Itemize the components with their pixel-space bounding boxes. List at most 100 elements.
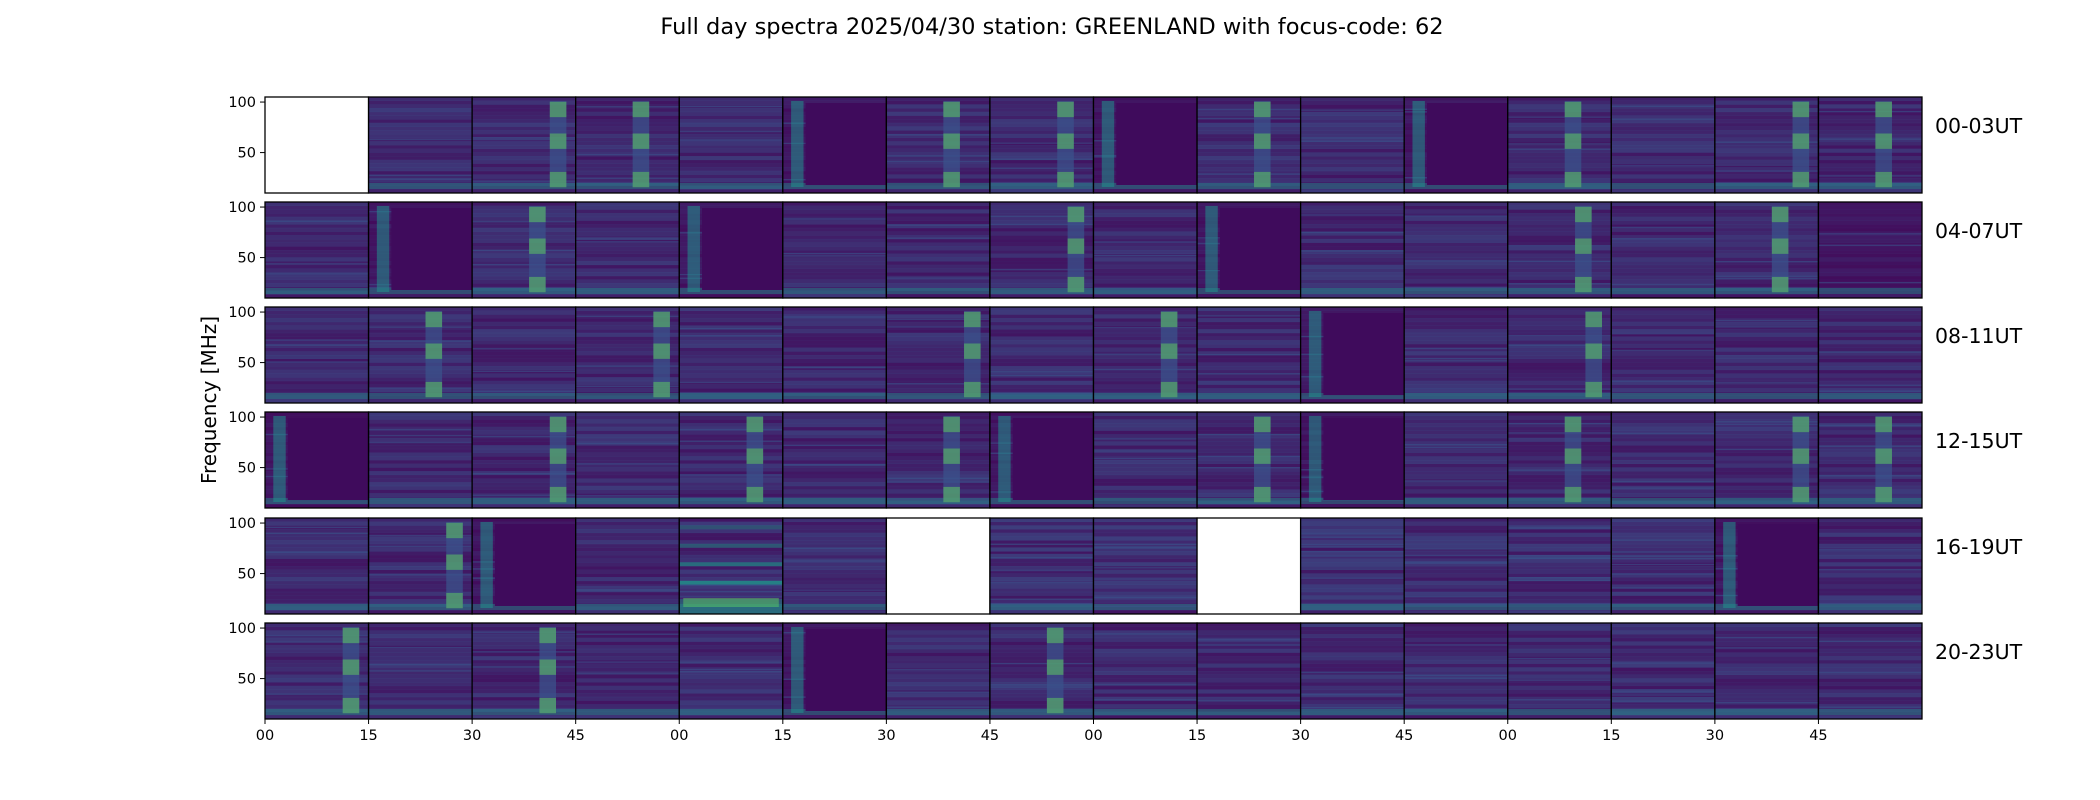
interference-line <box>1093 578 1198 580</box>
spectrum-band <box>886 711 990 716</box>
spectrum-band <box>265 529 369 534</box>
spectrum-band <box>1093 467 1198 472</box>
spectrum-band <box>989 704 1094 709</box>
spectrum-band <box>1818 430 1922 435</box>
x-tick-label: 30 <box>1706 728 1724 744</box>
spectrum-band <box>1507 645 1612 650</box>
spectrum-band <box>782 536 887 541</box>
spectrum-band <box>472 426 576 431</box>
emission-peak <box>342 659 360 675</box>
spectrum-band <box>265 290 369 295</box>
spectrum-band <box>575 97 680 101</box>
spectrum-band <box>1300 663 1405 668</box>
spectrum-band <box>575 496 680 501</box>
spectrum-band <box>886 430 990 435</box>
spectrum-band <box>989 202 1094 206</box>
spectrum-band <box>679 573 783 578</box>
spectrum-band <box>1093 659 1198 664</box>
spectrum-band <box>1611 452 1715 457</box>
spectrum-band <box>472 122 576 127</box>
interference-line <box>368 138 473 140</box>
spectrum-band <box>1093 711 1198 716</box>
spectrum-band <box>265 671 369 675</box>
interference-line <box>265 339 369 341</box>
spectrum-band <box>1197 148 1301 153</box>
spectrum-band <box>679 610 783 615</box>
spectrum-band <box>1093 209 1198 214</box>
spectrum-band <box>679 536 783 541</box>
spectrum-band <box>575 551 680 556</box>
spectrum-band <box>1818 521 1922 526</box>
interference-line <box>679 671 783 673</box>
interference-line <box>1507 557 1612 560</box>
spectrum-band <box>575 329 680 334</box>
spectrum-band <box>886 126 990 131</box>
spectrum-band <box>1404 340 1508 345</box>
interference-line <box>989 569 1094 572</box>
spectrum-band <box>1611 268 1715 273</box>
spectrum-band <box>1093 202 1198 206</box>
emission-peak <box>943 448 960 464</box>
spectrum-band <box>1818 674 1922 679</box>
spectrum-band <box>1507 707 1612 712</box>
emission-peak <box>1254 486 1271 503</box>
spectrum-band <box>1093 366 1198 371</box>
spectrum-band <box>1300 148 1405 153</box>
spectrum-band <box>679 415 783 420</box>
spectrum-band <box>1611 227 1715 232</box>
spectrum-band <box>368 399 473 404</box>
spectrum-band <box>265 283 369 288</box>
spectrum-band <box>472 715 576 720</box>
spectrum-band <box>368 336 473 341</box>
spectrum-band <box>368 321 473 326</box>
spectrum-band <box>575 711 680 716</box>
x-tick-label: 15 <box>1188 728 1206 744</box>
attenuated-block <box>1737 524 1819 606</box>
spectrum-band <box>1818 504 1922 509</box>
spectrum-band <box>1611 623 1715 627</box>
spectrum-band <box>679 521 783 526</box>
spectrum-band <box>989 104 1094 109</box>
spectrum-band <box>1404 395 1508 400</box>
spectrum-band <box>1507 329 1612 334</box>
spectrum-band <box>886 380 990 385</box>
interference-line <box>1300 555 1405 557</box>
spectrum-band <box>575 678 680 683</box>
spectrum-band <box>1818 456 1922 461</box>
spectrum-band <box>782 332 887 337</box>
spectrum-band <box>1404 577 1508 582</box>
spectrum-band <box>265 318 369 323</box>
spectrum-band <box>1818 355 1922 359</box>
emission-strip <box>480 522 493 608</box>
spectrum-band <box>1507 674 1612 679</box>
attenuated-block <box>1012 418 1094 500</box>
spectrum-band <box>1300 133 1405 138</box>
spectrum-band <box>472 634 576 639</box>
spectrum-band <box>989 362 1094 367</box>
attenuated-block <box>1323 313 1405 395</box>
spectrum-band <box>989 566 1094 570</box>
spectrum-band <box>265 573 369 578</box>
spectrum-band <box>989 159 1094 164</box>
spectrum-band <box>1093 471 1198 476</box>
spectrum-band <box>472 373 576 378</box>
spectrum-band <box>1404 366 1508 371</box>
spectrum-band <box>989 336 1094 341</box>
interference-line <box>1507 116 1612 118</box>
spectrum-band <box>1818 645 1922 650</box>
spectrum-band <box>679 325 783 330</box>
spectrum-band <box>1507 423 1612 428</box>
spectrum-band <box>1714 623 1819 627</box>
spectrum-band <box>265 369 369 374</box>
interference-line <box>1818 706 1922 708</box>
emission-peak <box>425 311 443 328</box>
low-frequency-noise <box>265 604 369 610</box>
spectrum-band <box>1818 347 1922 352</box>
attenuated-block <box>1116 103 1198 185</box>
spectrum-band <box>989 167 1094 172</box>
spectrum-band <box>1300 290 1405 295</box>
spectrum-band <box>679 543 783 548</box>
spectrum-band <box>1404 100 1508 105</box>
spectrum-band <box>368 104 473 109</box>
spectrum-band <box>265 347 369 352</box>
